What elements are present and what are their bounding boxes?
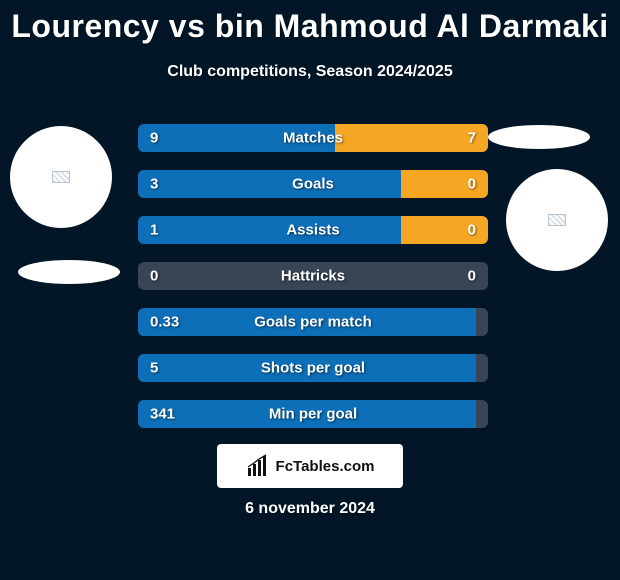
stat-label: Min per goal <box>269 406 357 423</box>
footer-date: 6 november 2024 <box>245 500 375 518</box>
stat-value-left: 341 <box>150 406 175 423</box>
stat-row: 341 Min per goal <box>138 400 488 428</box>
flag-icon <box>548 214 566 226</box>
stat-row: 0.33 Goals per match <box>138 308 488 336</box>
stat-value-left: 9 <box>150 130 158 147</box>
stat-row: 5 Shots per goal <box>138 354 488 382</box>
player-badge-right <box>506 169 608 271</box>
shadow-ellipse-right <box>488 125 590 149</box>
stat-value-right: 0 <box>468 176 476 193</box>
stat-label: Goals <box>292 176 334 193</box>
stat-value-left: 0.33 <box>150 314 179 331</box>
subtitle: Club competitions, Season 2024/2025 <box>0 63 620 81</box>
stat-row: 9 7 Matches <box>138 124 488 152</box>
stat-row: 3 0 Goals <box>138 170 488 198</box>
flag-icon <box>52 171 70 183</box>
stat-value-left: 3 <box>150 176 158 193</box>
page-title: Lourency vs bin Mahmoud Al Darmaki <box>0 0 620 45</box>
bar-right-fill <box>335 124 488 152</box>
stat-value-right: 0 <box>468 222 476 239</box>
stat-row: 0 0 Hattricks <box>138 262 488 290</box>
stat-value-left: 0 <box>150 268 158 285</box>
stat-value-left: 1 <box>150 222 158 239</box>
chart-icon <box>246 454 270 478</box>
footer-label: FcTables.com <box>276 458 375 475</box>
stat-value-left: 5 <box>150 360 158 377</box>
bar-left-fill <box>138 170 401 198</box>
player-badge-left <box>10 126 112 228</box>
footer-badge: FcTables.com <box>217 444 403 488</box>
stat-label: Goals per match <box>254 314 372 331</box>
stat-row: 1 0 Assists <box>138 216 488 244</box>
stats-bar-chart: 9 7 Matches 3 0 Goals 1 0 Assists 0 0 Hattricks 0.33… <box>138 124 488 446</box>
stat-value-right: 7 <box>468 130 476 147</box>
stat-label: Hattricks <box>281 268 345 285</box>
bar-left-fill <box>138 216 401 244</box>
stat-label: Shots per goal <box>261 360 365 377</box>
stat-label: Assists <box>286 222 339 239</box>
stat-value-right: 0 <box>468 268 476 285</box>
stat-label: Matches <box>283 130 343 147</box>
shadow-ellipse-left <box>18 260 120 284</box>
